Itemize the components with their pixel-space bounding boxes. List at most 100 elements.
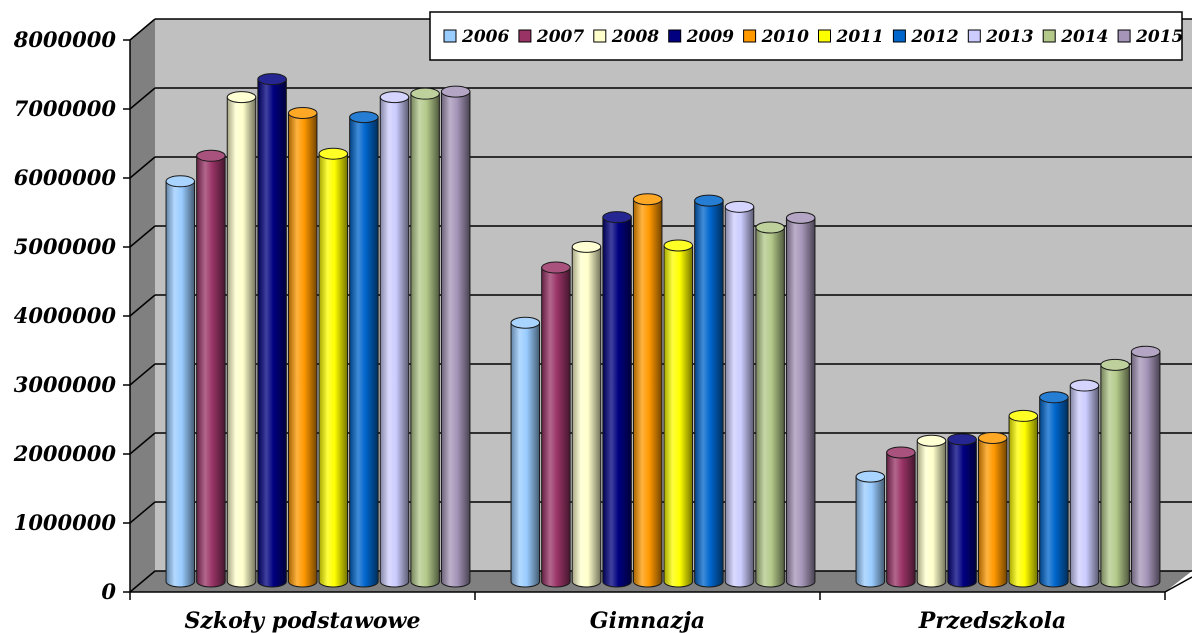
bar-top <box>755 221 785 234</box>
legend-label: 2007 <box>536 27 584 47</box>
bar <box>755 221 785 588</box>
legend-swatch <box>892 29 906 43</box>
bar-top <box>724 200 755 213</box>
bar-body <box>1069 385 1100 588</box>
bar-body <box>257 78 287 588</box>
x-category-label: Szkoły podstawowe <box>185 608 421 633</box>
bar-top <box>1008 409 1039 422</box>
legend-swatch <box>443 29 457 43</box>
bar-body <box>165 180 196 588</box>
bar <box>916 434 947 588</box>
legend-label: 2008 <box>611 27 659 47</box>
bar-body <box>410 93 440 588</box>
legend-label: 2013 <box>985 27 1033 47</box>
bar <box>886 446 916 588</box>
bar <box>1130 345 1161 588</box>
bar-body <box>349 116 379 588</box>
bar <box>977 431 1008 588</box>
bar-top <box>318 147 349 160</box>
bar <box>541 261 571 588</box>
bar-body <box>1008 415 1039 588</box>
legend-label: 2015 <box>1135 27 1183 47</box>
legend-label: 2009 <box>686 27 734 47</box>
legend-label: 2010 <box>761 27 809 47</box>
legend-swatch <box>818 29 831 43</box>
bar-body <box>1100 364 1130 588</box>
bar-body <box>1130 351 1161 588</box>
bar-top <box>440 85 471 98</box>
bar-body <box>379 96 410 588</box>
bar-body <box>977 437 1008 588</box>
bar <box>1100 358 1130 588</box>
bar-top <box>632 193 663 206</box>
bar <box>1069 379 1100 588</box>
bar <box>855 470 886 588</box>
bar-body <box>855 476 886 588</box>
bar <box>226 91 257 588</box>
bar-top <box>663 239 694 252</box>
y-tick-label: 8000000 <box>13 27 117 52</box>
bar-top <box>855 470 886 483</box>
legend-swatch <box>967 29 981 43</box>
bar-top <box>694 194 724 207</box>
legend-swatch <box>518 29 532 43</box>
legend-swatch <box>668 29 682 43</box>
gridline-side <box>129 18 156 41</box>
y-tick-label: 2000000 <box>13 441 117 466</box>
bar-body <box>602 216 632 588</box>
y-tick-label: 6000000 <box>14 165 117 190</box>
gridline-side <box>129 294 156 317</box>
bar-top <box>977 431 1008 444</box>
gridline-side <box>129 156 156 179</box>
bar-body <box>947 438 977 588</box>
bar-top <box>226 91 257 104</box>
bar <box>379 91 410 588</box>
bar <box>947 433 977 588</box>
legend-swatch <box>743 29 757 43</box>
bar-top <box>165 175 196 188</box>
bar <box>694 194 724 588</box>
y-tick-label: 7000000 <box>14 96 117 121</box>
y-tick-label: 0 <box>101 579 116 604</box>
legend-label: 2014 <box>1060 27 1108 47</box>
bar <box>785 211 816 588</box>
bar-top <box>410 87 440 100</box>
bar-body <box>510 322 541 588</box>
bar-top <box>1069 379 1100 392</box>
legend-swatch <box>593 29 607 43</box>
bar-top <box>916 434 947 447</box>
bar-top <box>602 211 632 224</box>
legend: 2006 2007 2008 2009 2010 2011 2012 2013 2014 2015 <box>429 11 1183 61</box>
bar-top <box>947 433 977 446</box>
bar <box>1039 391 1069 588</box>
bar-top <box>349 111 379 124</box>
bar-body <box>1039 396 1069 588</box>
gridline-side <box>129 501 156 524</box>
legend-label: 2006 <box>461 27 509 47</box>
gridline-side <box>129 87 156 110</box>
bar-top <box>257 73 287 86</box>
bar-body <box>663 244 694 588</box>
x-category-label: Gimnazja <box>590 608 705 633</box>
x-category-label: Przedszkola <box>918 608 1066 633</box>
bar-body <box>632 198 663 588</box>
y-tick-label: 3000000 <box>14 372 117 397</box>
bar <box>165 175 196 588</box>
y-tick-label: 1000000 <box>14 510 117 535</box>
bar <box>318 147 349 588</box>
y-tick-label: 4000000 <box>14 303 117 328</box>
legend-label: 2012 <box>910 27 958 47</box>
gridline-side <box>129 432 156 455</box>
bar-body <box>196 155 226 588</box>
bar <box>571 240 602 588</box>
bar-top <box>287 106 318 119</box>
bar-top <box>1100 358 1130 371</box>
bar <box>510 316 541 588</box>
legend-swatch <box>1042 29 1056 43</box>
bar <box>196 149 226 588</box>
gridline-side <box>129 225 156 248</box>
bar <box>632 193 663 588</box>
bar-body <box>226 96 257 588</box>
legend-label: 2011 <box>836 27 884 47</box>
